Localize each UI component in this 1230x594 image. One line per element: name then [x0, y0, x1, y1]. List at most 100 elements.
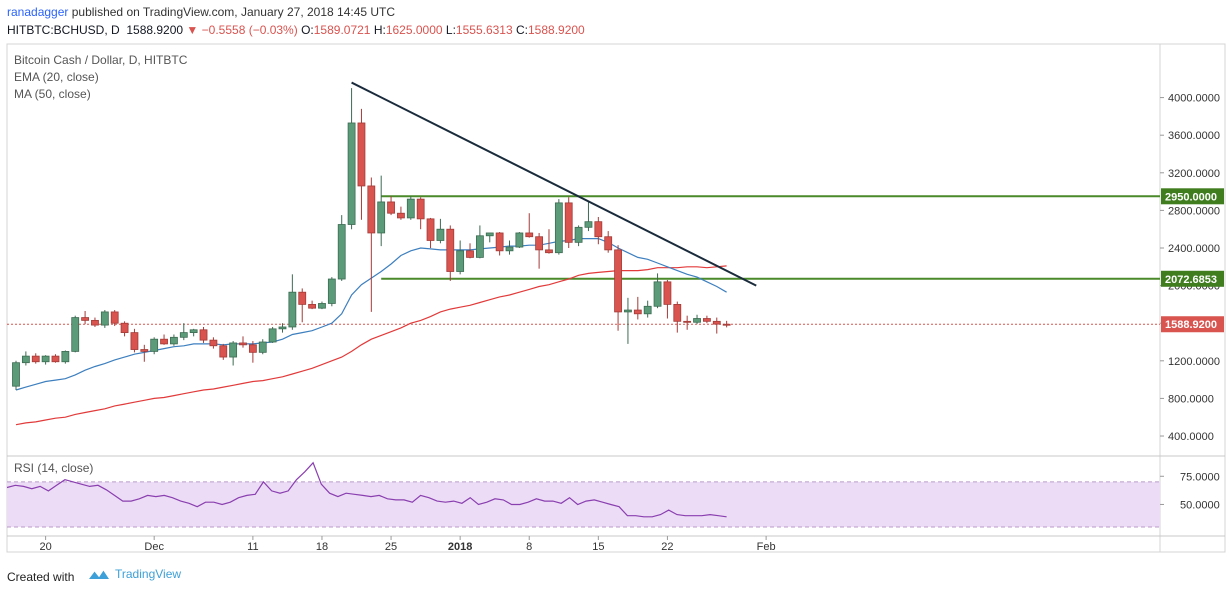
- candle-body: [475, 235, 484, 258]
- current-price-tag: 1588.9200: [1165, 319, 1217, 331]
- date-tick-label: 2018: [448, 541, 472, 553]
- last-price: 1588.9200: [126, 23, 184, 37]
- candle-body: [397, 212, 405, 219]
- date-tick-label: 11: [247, 541, 258, 553]
- candle-body: [71, 317, 80, 352]
- candle-body: [495, 232, 504, 252]
- ma50-line: [15, 265, 727, 426]
- date-tick-label: 20: [39, 541, 51, 553]
- candle-body: [150, 338, 159, 352]
- candle-body: [248, 344, 257, 353]
- candle-body: [653, 281, 662, 307]
- ohlc-line: HITBTC:BCHUSD, D 1588.9200 ▼ −0.5558 (−0…: [7, 23, 585, 37]
- candle-body: [604, 236, 613, 251]
- chart-frame: [6, 43, 1226, 553]
- candle-body: [594, 221, 603, 238]
- price-tick-label: 4000.0000: [1168, 93, 1220, 105]
- symbol-label: HITBTC:BCHUSD, D: [7, 23, 120, 37]
- candle-body: [357, 122, 366, 187]
- tradingview-brand: TradingView: [115, 567, 182, 581]
- rsi-tick-label: 75.0000: [1180, 471, 1220, 483]
- candle-body: [100, 311, 109, 326]
- candle-body: [663, 281, 672, 305]
- candle-body: [219, 345, 228, 358]
- candle-body: [554, 202, 563, 254]
- date-tick-label: 15: [592, 541, 604, 553]
- candle-body: [436, 228, 445, 241]
- candle-body: [456, 250, 465, 272]
- candle-body: [91, 319, 99, 326]
- price-tick-label: 1200.0000: [1168, 356, 1220, 368]
- candle-body: [199, 329, 208, 341]
- date-tick-label: 22: [661, 541, 673, 553]
- candle-body: [693, 318, 701, 323]
- rsi-legend: RSI (14, close): [14, 461, 93, 475]
- rsi-band: [7, 481, 1160, 527]
- price-tick-label: 2800.0000: [1168, 205, 1220, 217]
- candle-body: [643, 305, 652, 315]
- candle-body: [189, 329, 198, 334]
- high-value: 1625.0000: [385, 23, 443, 37]
- open-value: 1589.0721: [313, 23, 371, 37]
- low-value: 1555.6313: [455, 23, 513, 37]
- candle-body: [140, 349, 149, 352]
- candle-body: [239, 342, 247, 346]
- candle-body: [160, 338, 168, 345]
- candle-body: [485, 232, 494, 237]
- current-price-tag-bg: [1161, 316, 1224, 333]
- tradingview-logo-icon: [89, 569, 109, 579]
- candle-body: [179, 332, 188, 338]
- candle-body: [347, 122, 356, 225]
- level-price-tag-1-bg: [1161, 270, 1224, 287]
- close-value: 1588.9200: [528, 23, 585, 37]
- high-label: H:: [373, 23, 386, 37]
- candle-body: [61, 351, 70, 363]
- chart-area[interactable]: 400.0000800.00001200.00001600.00002000.0…: [0, 42, 1230, 566]
- candle-body: [258, 341, 267, 353]
- candle-body: [337, 224, 346, 280]
- tradingview-link[interactable]: TradingView: [88, 567, 181, 581]
- date-tick-label: 18: [316, 541, 328, 553]
- chart-header: ranadagger published on TradingView.com,…: [0, 0, 1230, 42]
- author-link[interactable]: ranadagger: [7, 5, 69, 19]
- candle-body: [130, 332, 139, 350]
- candle-body: [41, 355, 50, 363]
- candle-body: [51, 355, 60, 363]
- candle-body: [703, 318, 711, 322]
- candle-body: [406, 198, 415, 219]
- open-label: O:: [301, 23, 314, 37]
- candle-body: [515, 232, 524, 248]
- price-tick-label: 800.0000: [1168, 393, 1214, 405]
- price-legend-2: MA (50, close): [14, 87, 91, 101]
- footer: Created with TradingView: [0, 566, 1230, 594]
- candle-body: [81, 317, 89, 321]
- price-tick-label: 3200.0000: [1168, 168, 1220, 180]
- candle-body: [683, 320, 692, 323]
- candle-body: [110, 311, 119, 324]
- candle-body: [31, 355, 40, 363]
- candle-body: [387, 201, 395, 214]
- date-tick-label: 8: [526, 541, 532, 553]
- price-legend-1: EMA (20, close): [14, 70, 99, 84]
- candle-body: [318, 303, 326, 309]
- candle-body: [633, 309, 642, 315]
- publish-info: published on TradingView.com, January 27…: [71, 5, 396, 19]
- candle-body: [564, 202, 573, 243]
- candle-body: [120, 322, 129, 334]
- candle-body: [466, 250, 474, 258]
- candle-body: [584, 221, 593, 228]
- rsi-line: [6, 461, 727, 518]
- date-tick-label: 25: [385, 541, 397, 553]
- price-tick-label: 2400.0000: [1168, 243, 1220, 255]
- level-price-tag-0: 2950.0000: [1165, 191, 1217, 203]
- publish-line: ranadagger published on TradingView.com,…: [7, 5, 395, 19]
- level-price-tag-0-bg: [1161, 188, 1224, 205]
- candle-body: [574, 226, 583, 243]
- price-legend-0: Bitcoin Cash / Dollar, D, HITBTC: [14, 53, 188, 67]
- candle-body: [12, 362, 20, 387]
- price-tick-label: 3600.0000: [1168, 130, 1220, 142]
- trendline: [351, 81, 757, 287]
- candle-body: [722, 323, 731, 326]
- level-price-tag-1: 2072.6853: [1165, 274, 1217, 286]
- down-arrow-icon: ▼: [186, 23, 199, 37]
